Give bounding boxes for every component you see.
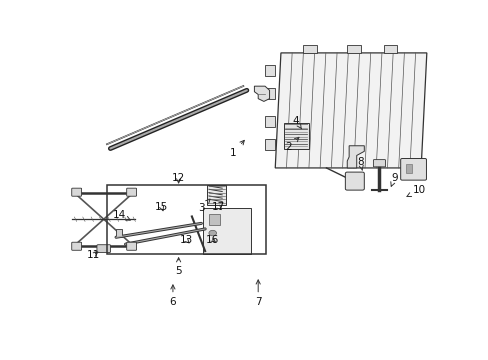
FancyBboxPatch shape — [264, 116, 275, 127]
Bar — [284, 123, 308, 149]
FancyBboxPatch shape — [206, 185, 225, 205]
Polygon shape — [275, 53, 426, 168]
Text: 10: 10 — [406, 185, 425, 197]
Text: 11: 11 — [86, 250, 100, 260]
Text: 2: 2 — [285, 137, 298, 152]
FancyBboxPatch shape — [345, 172, 364, 190]
FancyBboxPatch shape — [373, 159, 385, 167]
Text: 13: 13 — [179, 235, 192, 245]
FancyBboxPatch shape — [303, 45, 316, 53]
Text: 17: 17 — [211, 202, 224, 212]
Text: 3: 3 — [198, 199, 210, 213]
Text: 6: 6 — [169, 285, 176, 307]
Text: 4: 4 — [292, 116, 301, 129]
Text: 12: 12 — [172, 174, 185, 184]
FancyBboxPatch shape — [264, 87, 275, 99]
Circle shape — [208, 230, 216, 236]
FancyBboxPatch shape — [72, 242, 81, 250]
Text: 15: 15 — [155, 202, 168, 212]
FancyBboxPatch shape — [346, 45, 360, 53]
Text: 16: 16 — [205, 235, 219, 245]
Text: 5: 5 — [175, 258, 182, 275]
FancyBboxPatch shape — [203, 208, 250, 254]
FancyBboxPatch shape — [383, 45, 396, 53]
Text: 14: 14 — [113, 210, 130, 220]
FancyBboxPatch shape — [264, 64, 275, 76]
Bar — [208, 214, 220, 225]
Bar — [405, 164, 411, 174]
FancyBboxPatch shape — [97, 245, 110, 252]
FancyBboxPatch shape — [126, 242, 136, 250]
Text: 1: 1 — [230, 140, 244, 158]
FancyBboxPatch shape — [126, 188, 136, 196]
FancyBboxPatch shape — [400, 158, 426, 180]
Bar — [116, 229, 122, 237]
Polygon shape — [254, 86, 269, 102]
FancyBboxPatch shape — [72, 188, 81, 196]
Bar — [106, 185, 265, 254]
Polygon shape — [346, 146, 364, 168]
FancyBboxPatch shape — [264, 139, 275, 150]
Text: 8: 8 — [356, 157, 363, 170]
Text: 9: 9 — [390, 173, 397, 186]
Text: 7: 7 — [254, 280, 261, 307]
